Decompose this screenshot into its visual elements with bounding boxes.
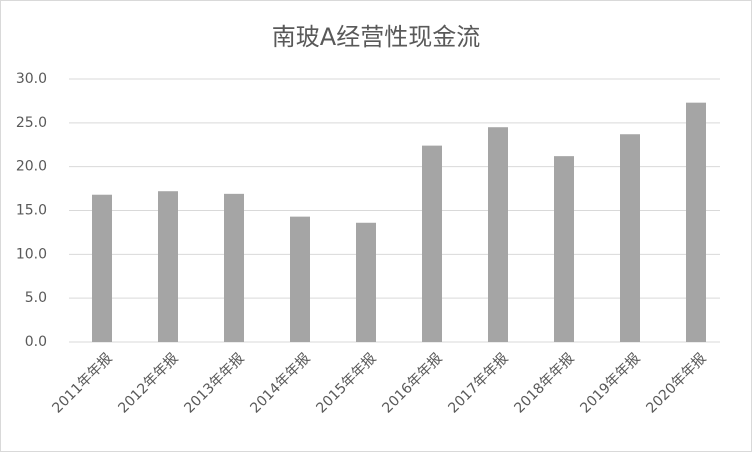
bar <box>488 127 508 342</box>
bar <box>422 145 442 342</box>
y-tick-label: 0.0 <box>25 334 47 350</box>
y-tick-label: 15.0 <box>16 203 47 219</box>
y-tick-label: 20.0 <box>16 159 47 175</box>
y-tick-label: 5.0 <box>25 290 47 306</box>
bar <box>92 194 112 342</box>
y-tick-label: 10.0 <box>16 246 47 262</box>
y-tick-label: 30.0 <box>16 71 47 87</box>
bar <box>620 134 640 342</box>
bar <box>224 193 244 342</box>
bar <box>290 216 310 342</box>
y-tick-label: 25.0 <box>16 115 47 131</box>
bar <box>554 156 574 342</box>
chart-title: 南玻A经营性现金流 <box>272 23 480 51</box>
bar <box>686 102 706 342</box>
bar <box>356 222 376 342</box>
bar <box>158 191 178 342</box>
